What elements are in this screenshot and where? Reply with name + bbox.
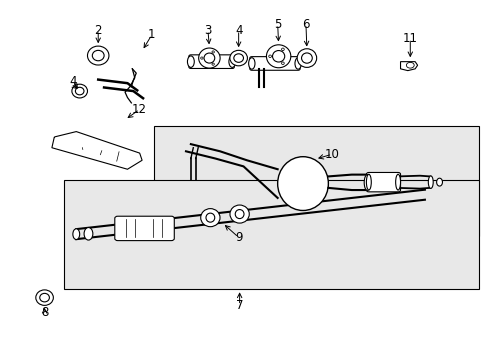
Text: 3: 3 <box>204 24 211 37</box>
Ellipse shape <box>436 178 442 186</box>
FancyBboxPatch shape <box>249 57 300 70</box>
Ellipse shape <box>366 174 370 190</box>
Ellipse shape <box>36 290 53 305</box>
Ellipse shape <box>205 213 214 222</box>
Text: 1: 1 <box>148 28 155 41</box>
Ellipse shape <box>294 58 301 69</box>
Ellipse shape <box>40 293 49 302</box>
Text: 4: 4 <box>69 75 77 88</box>
Text: 5: 5 <box>273 18 281 31</box>
FancyBboxPatch shape <box>366 172 400 192</box>
Text: 7: 7 <box>235 299 243 312</box>
Polygon shape <box>400 62 417 71</box>
Ellipse shape <box>211 51 214 53</box>
Ellipse shape <box>72 84 87 98</box>
Text: 12: 12 <box>132 103 147 116</box>
Ellipse shape <box>268 55 271 58</box>
PathPatch shape <box>52 132 142 169</box>
Ellipse shape <box>92 50 104 61</box>
Ellipse shape <box>187 56 194 67</box>
Bar <box>64 180 478 289</box>
Ellipse shape <box>229 50 247 66</box>
Bar <box>154 126 478 235</box>
Ellipse shape <box>235 210 244 219</box>
Ellipse shape <box>281 62 284 64</box>
FancyBboxPatch shape <box>115 216 174 240</box>
Text: 8: 8 <box>41 306 48 319</box>
Ellipse shape <box>277 157 328 211</box>
Ellipse shape <box>427 176 432 188</box>
FancyBboxPatch shape <box>188 55 234 68</box>
Ellipse shape <box>281 48 284 51</box>
Ellipse shape <box>248 58 254 69</box>
Ellipse shape <box>266 45 290 68</box>
Text: 4: 4 <box>234 24 242 37</box>
Ellipse shape <box>301 53 312 63</box>
Ellipse shape <box>395 174 400 190</box>
Text: 9: 9 <box>234 231 242 244</box>
Ellipse shape <box>198 48 220 68</box>
Ellipse shape <box>228 56 235 67</box>
Ellipse shape <box>200 57 203 59</box>
Ellipse shape <box>84 228 93 240</box>
Ellipse shape <box>233 54 243 62</box>
Ellipse shape <box>200 208 220 227</box>
Text: 10: 10 <box>324 148 339 161</box>
Ellipse shape <box>87 46 109 65</box>
Ellipse shape <box>297 49 316 67</box>
Text: 11: 11 <box>402 32 417 45</box>
Text: 2: 2 <box>94 24 102 37</box>
Ellipse shape <box>73 229 80 239</box>
Ellipse shape <box>229 205 249 223</box>
Ellipse shape <box>364 175 370 190</box>
Ellipse shape <box>75 87 84 95</box>
Text: 6: 6 <box>302 18 309 31</box>
Ellipse shape <box>211 63 214 65</box>
